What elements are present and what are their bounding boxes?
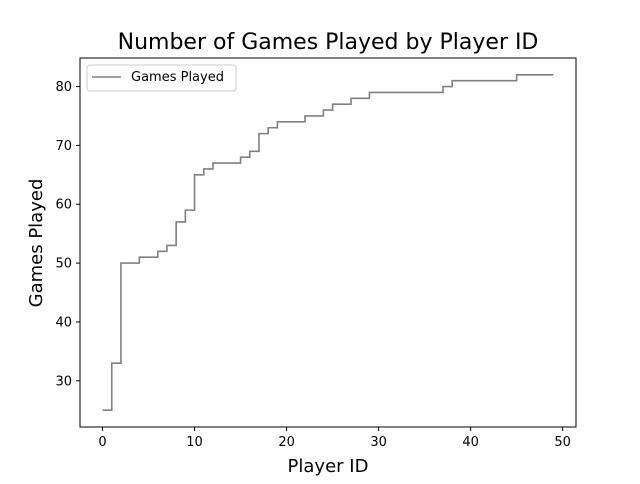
- y-tick-label: 60: [55, 198, 72, 213]
- chart-title: Number of Games Played by Player ID: [118, 30, 539, 55]
- y-axis-label: Games Played: [26, 179, 47, 308]
- y-axis: 30 40 50 60 70 80: [55, 80, 80, 389]
- x-tick-label: 10: [186, 435, 203, 450]
- legend-label: Games Played: [131, 70, 224, 85]
- series-line: [102, 73, 554, 412]
- axes-frame: [79, 57, 577, 428]
- y-tick-label: 50: [55, 257, 72, 272]
- y-tick-label: 40: [55, 315, 72, 330]
- y-tick-label: 80: [55, 80, 72, 95]
- x-axis: 0 10 20 30 40 50: [98, 427, 571, 450]
- y-tick-label: 70: [55, 139, 72, 154]
- x-tick-label: 30: [370, 435, 387, 450]
- x-tick-label: 20: [278, 435, 295, 450]
- legend: Games Played: [86, 64, 237, 92]
- plot-area: [102, 73, 554, 412]
- x-tick-label: 40: [462, 435, 479, 450]
- x-tick-label: 50: [554, 435, 571, 450]
- x-axis-label: Player ID: [288, 456, 369, 477]
- y-tick-label: 30: [55, 374, 72, 389]
- x-tick-label: 0: [98, 435, 106, 450]
- legend-box: [86, 64, 237, 92]
